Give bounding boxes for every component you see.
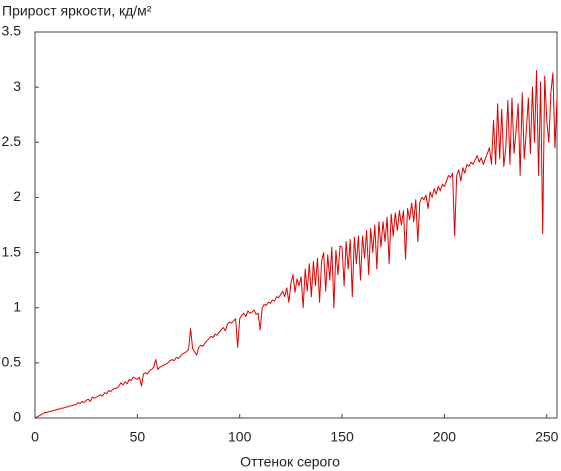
y-tick-label: 3 xyxy=(13,78,21,94)
chart-title: Прирост яркости, кд/м² xyxy=(2,3,152,19)
x-axis-label: Оттенок серого xyxy=(240,454,340,470)
y-tick-label: 1.5 xyxy=(2,243,22,259)
x-tick-label: 100 xyxy=(228,429,252,445)
y-tick-label: 1 xyxy=(13,298,21,314)
y-tick-label: 3.5 xyxy=(2,23,22,39)
x-tick-label: 0 xyxy=(31,429,39,445)
y-tick-label: 2.5 xyxy=(2,133,22,149)
y-tick-label: 0.5 xyxy=(2,354,22,370)
plot-frame xyxy=(34,31,558,419)
x-tick-label: 150 xyxy=(330,429,354,445)
x-tick-label: 50 xyxy=(130,429,146,445)
y-tick-label: 0 xyxy=(13,409,21,425)
data-line xyxy=(34,70,558,419)
y-tick-label: 2 xyxy=(13,188,21,204)
x-tick-label: 250 xyxy=(535,429,559,445)
x-tick-label: 200 xyxy=(433,429,457,445)
